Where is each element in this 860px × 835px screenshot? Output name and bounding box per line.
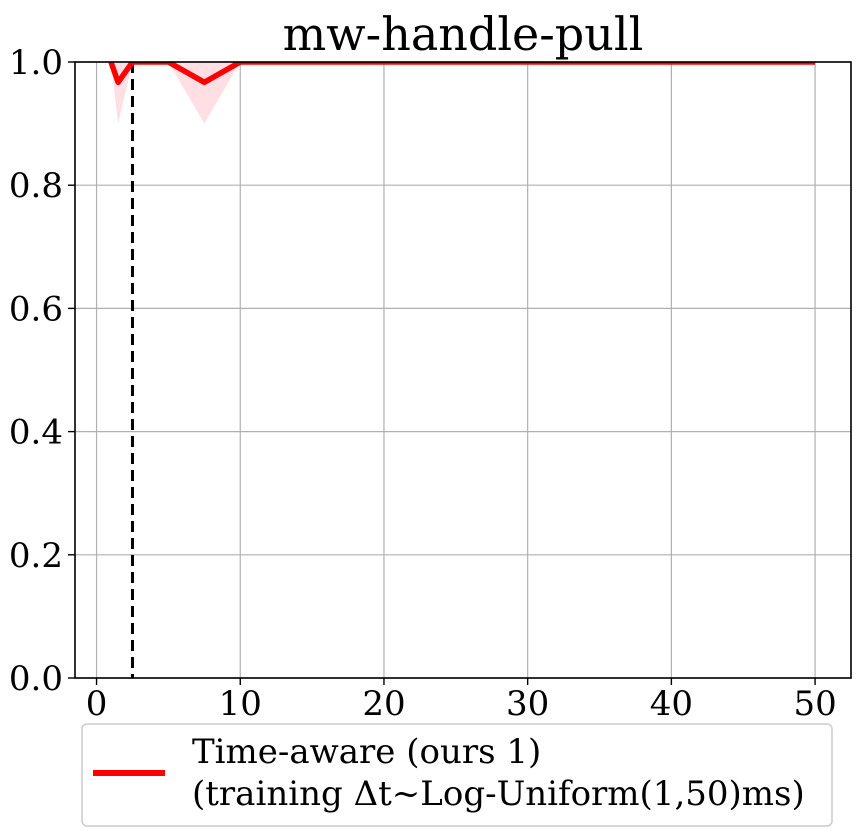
legend-label-line2: (training Δt~Log-Uniform(1,50)ms) bbox=[192, 774, 805, 814]
y-tick-label: 0.0 bbox=[9, 659, 63, 699]
plot-frame bbox=[74, 61, 852, 679]
chart-title: mw-handle-pull bbox=[283, 7, 644, 61]
series-confidence-band bbox=[110, 62, 816, 124]
y-tick-label: 0.2 bbox=[9, 536, 63, 576]
legend-label-line1: Time-aware (ours 1) bbox=[192, 732, 541, 772]
y-tick-label: 1.0 bbox=[9, 43, 63, 83]
y-tick-label: 0.4 bbox=[9, 413, 63, 453]
x-tick-label: 20 bbox=[362, 684, 405, 724]
grid bbox=[75, 61, 851, 679]
x-tick-label: 0 bbox=[86, 684, 108, 724]
series-line-layer bbox=[108, 62, 816, 86]
x-tick-label: 30 bbox=[506, 684, 549, 724]
x-tick-label: 50 bbox=[793, 684, 836, 724]
y-tick-label: 0.6 bbox=[9, 289, 63, 329]
series-line bbox=[108, 62, 816, 86]
y-tick-label: 0.8 bbox=[9, 166, 63, 206]
legend: Time-aware (ours 1) (training Δt~Log-Uni… bbox=[81, 723, 833, 827]
legend-box bbox=[81, 723, 833, 827]
x-tick-label: 10 bbox=[219, 684, 262, 724]
confidence-band-layer bbox=[110, 62, 816, 124]
x-tick-label: 40 bbox=[650, 684, 693, 724]
x-axis-ticks: 0 10 20 30 40 50 bbox=[86, 678, 837, 724]
y-axis-ticks: 0.0 0.2 0.4 0.6 0.8 1.0 bbox=[9, 43, 75, 699]
